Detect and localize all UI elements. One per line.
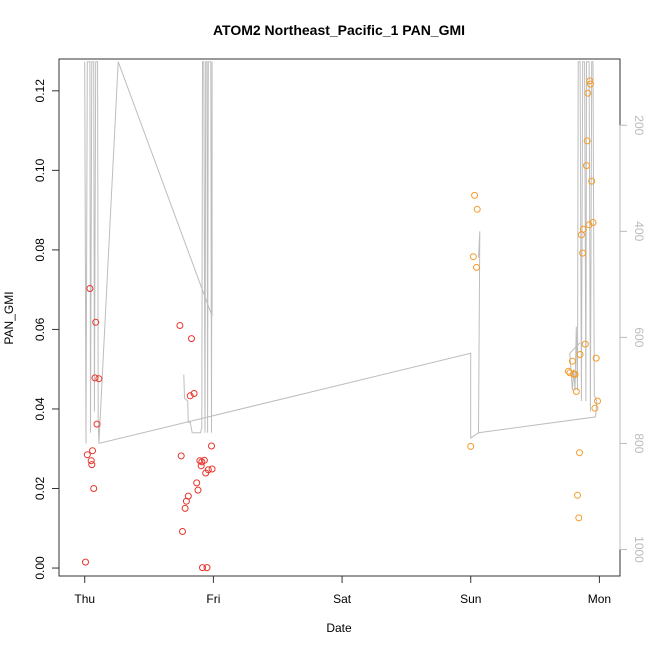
- x-tick-label-1: Fri: [206, 592, 220, 606]
- data-point-orange-16: [579, 249, 587, 257]
- data-point-orange-23: [586, 77, 594, 85]
- data-point-orange-11: [574, 491, 581, 499]
- data-point-red-5: [89, 447, 96, 455]
- data-point-orange-5: [565, 367, 572, 375]
- x-axis-label: Date: [326, 621, 352, 635]
- plot-frame: [58, 58, 621, 577]
- data-point-orange-0: [467, 442, 475, 450]
- data-point-orange-14: [576, 351, 584, 358]
- x-tick-label-2: Sat: [333, 592, 352, 606]
- data-point-red-9: [93, 420, 101, 428]
- data-point-orange-10: [572, 388, 580, 395]
- data-point-red-23: [197, 462, 205, 470]
- altitude-line-segment-2: [478, 61, 598, 434]
- data-point-orange-27: [591, 404, 599, 412]
- data-point-red-1: [83, 451, 91, 459]
- data-point-red-30: [208, 442, 215, 450]
- data-point-red-3: [87, 457, 95, 465]
- data-point-orange-24: [586, 80, 594, 88]
- data-point-orange-15: [577, 231, 585, 239]
- data-point-red-10: [95, 375, 103, 383]
- data-point-red-18: [188, 335, 195, 343]
- data-point-orange-12: [575, 514, 583, 522]
- data-point-orange-29: [594, 397, 601, 405]
- data-point-red-22: [196, 457, 204, 465]
- y-axis-label: PAN_GMI: [2, 291, 16, 344]
- data-point-orange-22: [585, 221, 593, 229]
- y2-tick-label-0: 200: [632, 115, 646, 135]
- data-point-red-7: [91, 374, 99, 382]
- data-point-orange-1: [469, 253, 477, 261]
- y2-tick-label-3: 800: [632, 433, 646, 453]
- data-point-red-20: [193, 479, 201, 487]
- data-point-red-21: [194, 486, 202, 494]
- data-point-red-28: [203, 564, 211, 572]
- altitude-line-layer: [84, 61, 598, 444]
- data-point-red-6: [90, 485, 98, 492]
- data-point-red-16: [184, 492, 192, 500]
- data-point-red-19: [190, 390, 198, 397]
- data-point-red-25: [199, 564, 206, 572]
- data-point-orange-20: [583, 137, 591, 145]
- chart-title: ATOM2 Northeast_Pacific_1 PAN_GMI: [213, 22, 465, 38]
- x-tick-label-4: Mon: [588, 592, 611, 606]
- points-layer: [82, 77, 601, 572]
- data-point-orange-21: [584, 89, 592, 97]
- altitude-line-segment-1: [98, 231, 481, 444]
- data-point-orange-26: [589, 219, 597, 226]
- y-tick-label-1: 0.02: [33, 476, 47, 500]
- data-point-orange-13: [576, 449, 583, 457]
- data-point-orange-19: [583, 162, 590, 170]
- data-point-orange-25: [588, 177, 596, 185]
- data-point-red-31: [208, 465, 216, 473]
- y-tick-label-3: 0.06: [33, 317, 47, 341]
- y2-tick-label-4: 1000: [632, 536, 646, 563]
- data-point-red-12: [177, 452, 185, 460]
- y-tick-label-2: 0.04: [33, 397, 47, 421]
- altitude-line-segment-0: [84, 61, 213, 444]
- data-point-red-17: [186, 392, 194, 400]
- data-point-red-14: [181, 504, 189, 512]
- data-point-red-0: [82, 558, 89, 566]
- data-point-orange-2: [471, 191, 479, 199]
- data-point-orange-9: [571, 370, 579, 378]
- data-point-red-11: [176, 322, 184, 329]
- data-point-orange-7: [568, 357, 576, 365]
- data-point-red-26: [200, 456, 208, 464]
- data-point-red-8: [92, 318, 100, 326]
- axes-layer: Thu Fri Sat Sun Mon 0.00 0.02 0.04 0.06 0.08 0.10 0…: [33, 79, 646, 606]
- y2-tick-label-1: 400: [632, 221, 646, 241]
- data-point-red-2: [86, 285, 94, 292]
- data-point-red-4: [88, 461, 96, 469]
- y2-tick-label-2: 600: [632, 327, 646, 347]
- data-point-red-29: [204, 466, 212, 474]
- x-tick-label-0: Thu: [74, 592, 95, 606]
- data-point-orange-3: [473, 263, 480, 271]
- data-point-orange-18: [581, 340, 589, 348]
- data-point-orange-4: [473, 205, 481, 213]
- y-tick-label-5: 0.10: [33, 158, 47, 182]
- y-tick-label-6: 0.12: [33, 79, 47, 103]
- y-tick-label-0: 0.00: [33, 556, 47, 580]
- x-tick-label-3: Sun: [460, 592, 481, 606]
- data-point-orange-28: [592, 354, 600, 362]
- data-point-red-13: [179, 528, 186, 535]
- data-point-orange-17: [579, 225, 587, 233]
- y-tick-label-4: 0.08: [33, 238, 47, 262]
